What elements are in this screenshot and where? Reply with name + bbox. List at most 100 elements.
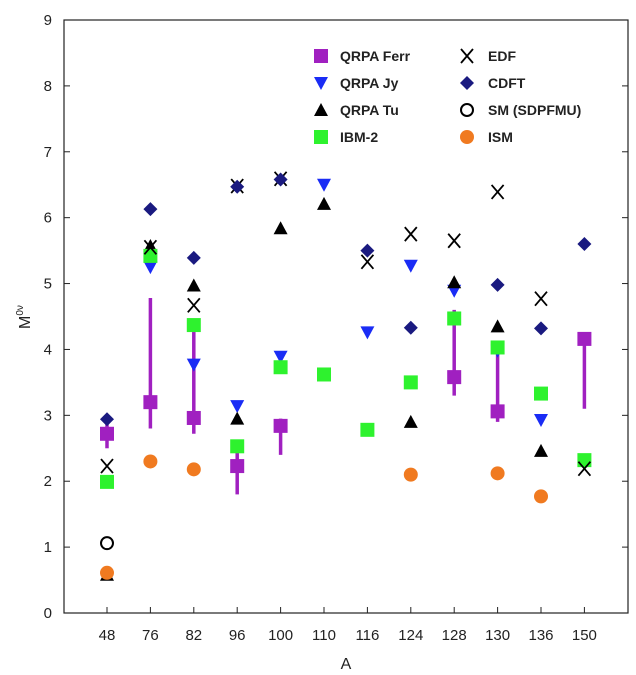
legend-marker-edf bbox=[460, 48, 474, 64]
point-qrpa-tu bbox=[273, 221, 288, 235]
point-ibm-2 bbox=[490, 340, 505, 355]
point-ibm-2 bbox=[447, 311, 462, 326]
legend: QRPA Ferr QRPA Jy QRPA Tu IBM-2 EDF CDFT SM (S… bbox=[314, 48, 581, 145]
point-ibm-2 bbox=[273, 360, 288, 375]
point-edf bbox=[100, 458, 114, 474]
point-cdft bbox=[534, 321, 548, 336]
point-ism bbox=[403, 467, 418, 482]
point-qrpa-jy bbox=[143, 261, 158, 275]
x-tick-label: 110 bbox=[312, 627, 336, 644]
legend-label-ibm-2: IBM-2 bbox=[340, 129, 378, 145]
point-qrpa-ferr bbox=[230, 459, 245, 474]
point-qrpa-tu bbox=[317, 196, 331, 210]
y-tick-label: 9 bbox=[44, 12, 52, 29]
point-ibm-2 bbox=[100, 474, 114, 489]
point-cdft bbox=[360, 243, 375, 258]
point-ibm-2 bbox=[143, 248, 158, 263]
legend-label-edf: EDF bbox=[488, 48, 516, 64]
point-ism bbox=[490, 466, 505, 481]
point-qrpa-tu bbox=[490, 319, 505, 333]
legend-marker-qrpa-ferr bbox=[314, 49, 328, 63]
x-tick-label: 136 bbox=[528, 627, 553, 644]
y-tick-label: 3 bbox=[44, 407, 52, 424]
point-qrpa-tu bbox=[230, 411, 245, 425]
point-edf bbox=[534, 291, 548, 307]
point-qrpa-tu bbox=[403, 414, 418, 428]
x-tick-label: 82 bbox=[185, 627, 202, 644]
point-edf bbox=[143, 239, 158, 255]
x-tick-label: 150 bbox=[572, 627, 597, 644]
legend-label-qrpa-jy: QRPA Jy bbox=[340, 75, 399, 91]
x-tick-label: 48 bbox=[99, 627, 116, 644]
x-tick-label: 130 bbox=[485, 627, 510, 644]
point-ibm-2 bbox=[360, 422, 375, 437]
x-tick-label: 116 bbox=[355, 627, 379, 644]
point-qrpa-ferr bbox=[447, 370, 462, 385]
point-qrpa-tu bbox=[447, 275, 462, 289]
point-edf bbox=[360, 254, 375, 270]
y-tick-label: 2 bbox=[44, 473, 52, 490]
point-qrpa-ferr bbox=[273, 418, 288, 433]
legend-label-cdft: CDFT bbox=[488, 75, 526, 91]
error-bars bbox=[105, 298, 587, 495]
point-edf bbox=[404, 226, 418, 242]
point-ibm-2 bbox=[577, 453, 592, 468]
y-axis-label-main: M bbox=[17, 316, 34, 329]
point-qrpa-jy bbox=[273, 350, 288, 364]
point-qrpa-jy bbox=[317, 178, 331, 192]
point-qrpa-jy bbox=[186, 358, 201, 372]
point-ibm-2 bbox=[317, 367, 331, 382]
legend-marker-sm-sdpfmu bbox=[460, 103, 474, 117]
legend-label-qrpa-tu: QRPA Tu bbox=[340, 102, 399, 118]
point-ism bbox=[100, 565, 114, 580]
point-qrpa-jy bbox=[403, 259, 418, 273]
point-qrpa-ferr bbox=[186, 410, 201, 425]
legend-marker-ibm-2 bbox=[314, 130, 328, 144]
point-cdft bbox=[143, 202, 158, 217]
point-qrpa-ferr bbox=[490, 404, 505, 419]
point-qrpa-jy bbox=[360, 326, 375, 340]
y-tick-label: 0 bbox=[44, 605, 52, 622]
y-tick-label: 6 bbox=[44, 210, 52, 227]
legend-label-sm-sdpfmu: SM (SDPFMU) bbox=[488, 102, 581, 118]
point-ibm-2 bbox=[534, 386, 548, 401]
x-axis: 48 76 82 96 100 110 116 124 128 130 136 150 bbox=[99, 607, 597, 644]
point-edf bbox=[490, 184, 505, 200]
point-cdft bbox=[230, 179, 245, 194]
point-cdft bbox=[577, 237, 592, 252]
x-axis-label: A bbox=[341, 656, 352, 673]
point-qrpa-ferr bbox=[100, 426, 114, 441]
point-ibm-2 bbox=[403, 375, 418, 390]
point-qrpa-ferr bbox=[577, 331, 592, 346]
point-edf bbox=[447, 233, 461, 249]
point-qrpa-tu bbox=[534, 443, 548, 457]
point-sm-sdpfmu bbox=[100, 536, 114, 551]
y-axis-label: M0ν bbox=[15, 305, 34, 329]
legend-marker-ism bbox=[460, 130, 474, 144]
point-qrpa-jy bbox=[230, 400, 245, 414]
x-tick-label: 76 bbox=[142, 627, 159, 644]
point-ism bbox=[143, 454, 158, 469]
point-qrpa-ferr bbox=[143, 395, 158, 410]
point-ibm-2 bbox=[186, 318, 201, 333]
y-tick-label: 8 bbox=[44, 78, 52, 95]
point-cdft bbox=[273, 172, 288, 187]
point-ibm-2 bbox=[230, 439, 245, 454]
data-marks bbox=[100, 171, 592, 581]
legend-label-ism: ISM bbox=[488, 129, 513, 145]
y-tick-label: 4 bbox=[44, 341, 52, 358]
point-ism bbox=[186, 462, 201, 477]
point-cdft bbox=[490, 277, 505, 292]
x-tick-label: 128 bbox=[442, 627, 467, 644]
point-edf bbox=[187, 297, 201, 313]
point-qrpa-tu bbox=[186, 278, 201, 292]
y-tick-label: 5 bbox=[44, 276, 52, 293]
point-edf bbox=[577, 461, 592, 477]
legend-marker-cdft bbox=[460, 76, 474, 90]
legend-marker-qrpa-jy bbox=[314, 77, 328, 90]
point-cdft bbox=[100, 412, 114, 427]
y-tick-label: 1 bbox=[44, 539, 52, 556]
legend-marker-qrpa-tu bbox=[314, 103, 328, 116]
point-cdft bbox=[186, 250, 201, 265]
